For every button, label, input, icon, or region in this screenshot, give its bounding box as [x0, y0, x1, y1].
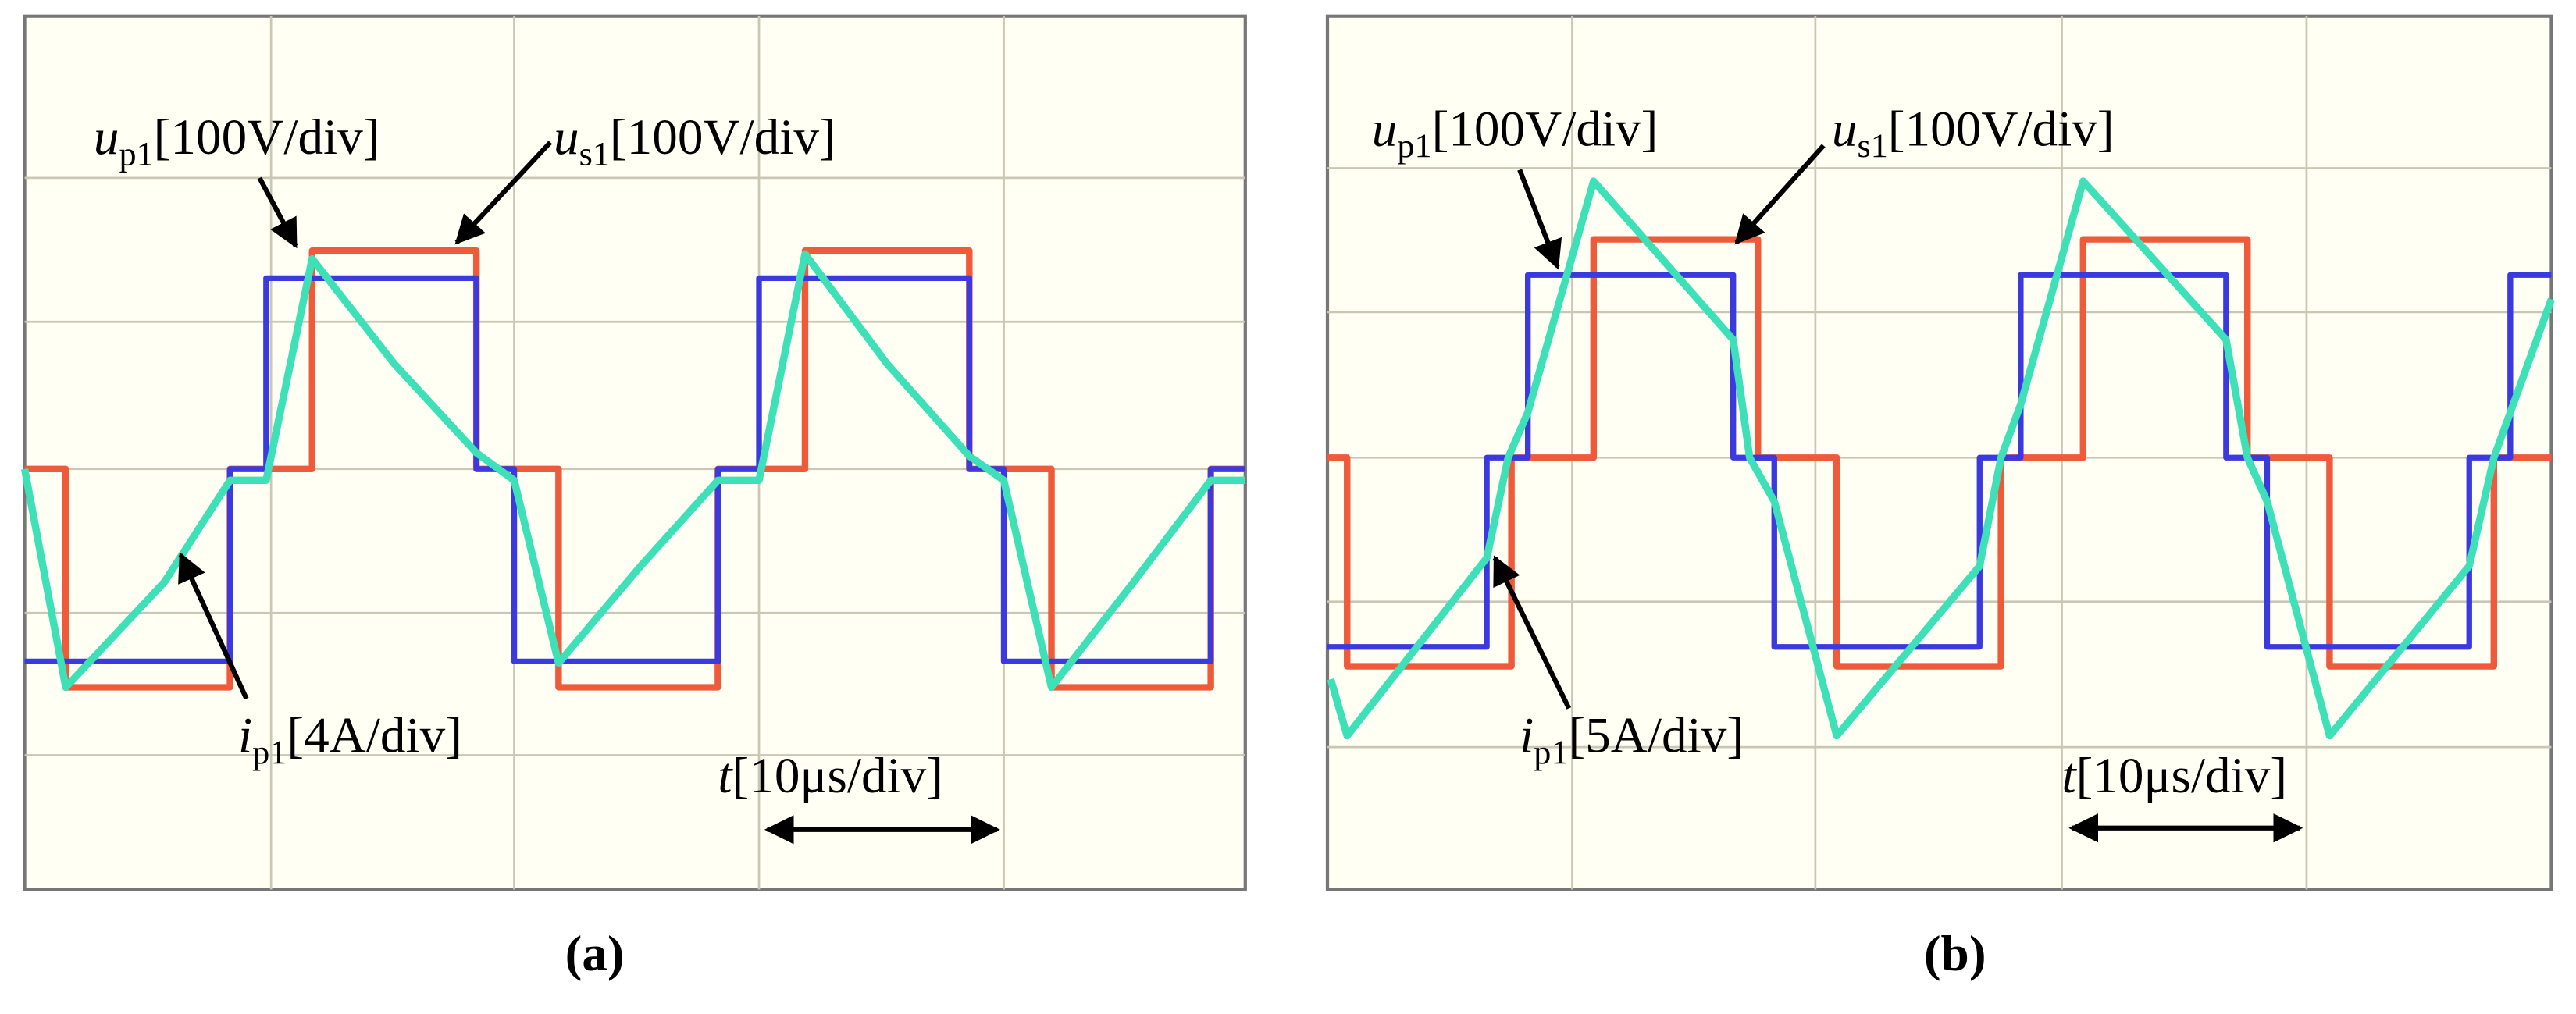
- scope-a: [20, 14, 1247, 891]
- signal-label: up1[100V/div]: [94, 109, 380, 173]
- unit: [100V/div]: [154, 109, 380, 164]
- subscript: p1: [252, 734, 287, 771]
- arrow: [1492, 555, 1572, 710]
- signal-label: us1[100V/div]: [554, 109, 836, 173]
- arrow: [1517, 169, 1562, 270]
- ip1-wave: [20, 250, 1245, 692]
- unit: [100V/div]: [1432, 101, 1659, 156]
- arrow: [454, 141, 553, 245]
- symbol: i: [238, 707, 252, 763]
- subscript: p1: [1534, 734, 1568, 771]
- up1-wave: [24, 275, 1245, 664]
- unit: [100V/div]: [1888, 101, 2115, 156]
- screen: [1325, 14, 2553, 891]
- subscript: p1: [119, 136, 154, 173]
- caption: (a): [565, 926, 625, 981]
- signal-label: t[10μs/div]: [2061, 748, 2287, 803]
- arrow: [178, 552, 249, 700]
- symbol: t: [2061, 748, 2077, 803]
- signal-label: us1[100V/div]: [1832, 101, 2115, 165]
- symbol: u: [94, 109, 119, 164]
- symbol: i: [1520, 707, 1534, 763]
- unit: [10μs/div]: [2076, 748, 2287, 803]
- screen: [23, 14, 1247, 891]
- arrow: [257, 176, 298, 249]
- unit: [100V/div]: [610, 109, 836, 164]
- unit: [5A/div]: [1568, 707, 1744, 763]
- unit: [10μs/div]: [732, 748, 943, 803]
- unit: [4A/div]: [287, 707, 462, 763]
- arrow: [1734, 144, 1826, 245]
- ip1-wave: [1327, 177, 2555, 740]
- symbol: u: [1372, 101, 1398, 156]
- subscript: p1: [1397, 127, 1431, 165]
- symbol: u: [554, 109, 579, 164]
- signal-label: ip1[5A/div]: [1520, 707, 1744, 771]
- subscript: s1: [579, 136, 610, 173]
- signal-label: ip1[4A/div]: [238, 707, 462, 771]
- symbol: t: [718, 748, 733, 803]
- signal-label: up1[100V/div]: [1372, 101, 1659, 165]
- symbol: u: [1832, 101, 1858, 156]
- subscript: s1: [1858, 127, 1888, 165]
- signal-label: t[10μs/div]: [718, 748, 943, 803]
- grid: [1327, 16, 2552, 890]
- labels: (a)up1[100V/div] us1[100V/div]ip1[4A/div]…: [94, 101, 2287, 981]
- caption: (b): [1924, 926, 1986, 981]
- scope-b: [1325, 14, 2555, 891]
